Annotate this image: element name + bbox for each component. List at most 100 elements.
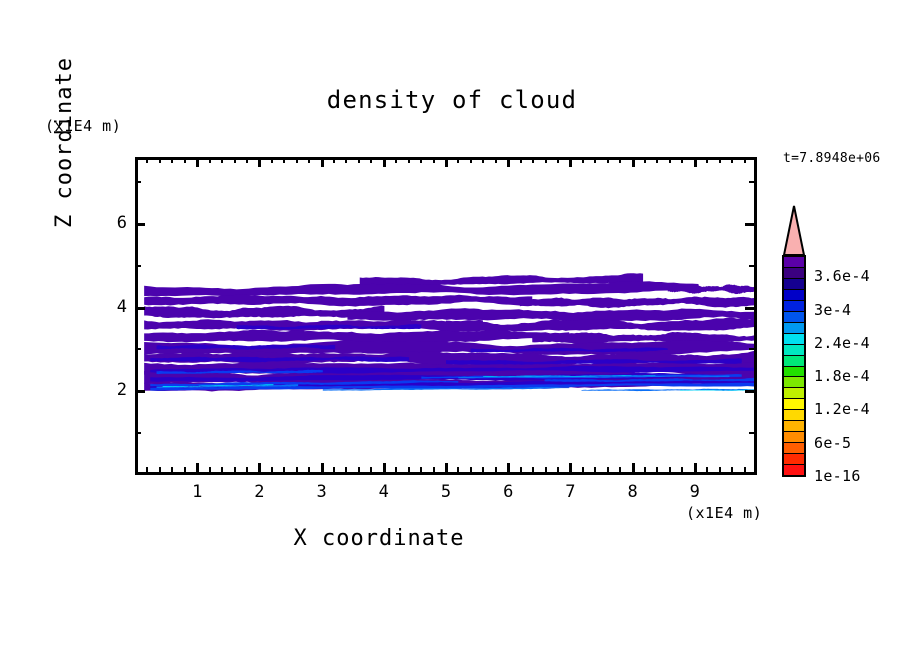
- contour-band: [156, 344, 336, 350]
- axis-tick: [196, 463, 200, 472]
- axis-tick: [519, 158, 522, 163]
- axis-tick: [295, 158, 298, 163]
- axis-tick: [146, 158, 149, 163]
- axis-tick: [333, 467, 336, 472]
- contour-band: [519, 296, 754, 309]
- axis-tick: [270, 467, 273, 472]
- colorbar-segment: [784, 465, 804, 476]
- timestamp-annotation: t=7.8948e+06: [783, 151, 881, 166]
- colorbar: [782, 205, 806, 477]
- axis-tick: [745, 222, 754, 226]
- contour-canvas: [138, 160, 754, 472]
- axis-tick: [681, 467, 684, 472]
- axis-tick: [606, 467, 609, 472]
- colorbar-tick-label: 1.8e-4: [814, 367, 870, 386]
- axis-tick: [706, 158, 709, 163]
- colorbar-segment: [784, 388, 804, 400]
- axis-tick: [743, 467, 746, 472]
- axis-tick: [382, 463, 386, 472]
- axis-tick: [245, 467, 248, 472]
- axis-tick: [668, 467, 671, 472]
- axis-tick: [370, 467, 373, 472]
- x-axis-title: X coordinate: [293, 526, 465, 551]
- x-tick-label: 9: [689, 482, 700, 502]
- contour-band: [156, 369, 323, 375]
- axis-tick: [407, 467, 410, 472]
- axis-tick: [183, 467, 186, 472]
- axis-tick: [594, 158, 597, 163]
- axis-tick: [345, 467, 348, 472]
- contour-band: [446, 358, 742, 365]
- axis-tick: [221, 467, 224, 472]
- contour-band: [322, 386, 570, 391]
- axis-tick: [469, 158, 472, 163]
- axis-tick: [320, 463, 324, 472]
- axis-tick: [482, 467, 485, 472]
- axis-tick: [494, 158, 497, 163]
- axis-tick: [382, 158, 386, 167]
- axis-tick: [333, 158, 336, 163]
- axis-tick: [656, 467, 659, 472]
- contour-band: [150, 380, 459, 387]
- contour-band: [667, 284, 754, 295]
- axis-tick: [507, 158, 511, 167]
- axis-tick: [420, 158, 423, 163]
- axis-tick: [221, 158, 224, 163]
- axis-tick: [258, 158, 262, 167]
- x-tick-label: 2: [254, 482, 265, 502]
- axis-tick: [136, 306, 145, 310]
- axis-tick: [158, 158, 161, 163]
- y-tick-label: 2: [116, 380, 127, 401]
- axis-tick: [283, 467, 286, 472]
- axis-tick: [357, 467, 360, 472]
- axis-tick: [370, 158, 373, 163]
- contour-band: [156, 384, 299, 389]
- axis-tick: [644, 158, 647, 163]
- axis-tick: [233, 158, 236, 163]
- colorbar-segment: [784, 322, 804, 334]
- axis-tick: [606, 158, 609, 163]
- axis-tick: [136, 390, 145, 394]
- contour-band: [144, 305, 385, 320]
- colorbar-segment: [784, 289, 804, 301]
- colorbar-tick-label: 1.2e-4: [814, 400, 870, 419]
- axis-tick: [270, 158, 273, 163]
- axis-tick: [320, 158, 324, 167]
- axis-tick: [644, 467, 647, 472]
- x-tick-label: 6: [503, 482, 514, 502]
- axis-tick: [233, 467, 236, 472]
- colorbar-segment: [784, 344, 804, 356]
- axis-tick: [745, 306, 754, 310]
- colorbar-segment: [784, 399, 804, 411]
- axis-tick: [581, 158, 584, 163]
- contour-band: [162, 384, 274, 388]
- contour-band: [581, 388, 754, 392]
- contour-band: [347, 308, 754, 322]
- axis-tick: [743, 158, 746, 163]
- axis-tick: [136, 348, 141, 351]
- contour-band: [144, 329, 570, 344]
- axis-tick: [208, 158, 211, 163]
- axis-tick: [345, 158, 348, 163]
- axis-tick: [136, 432, 141, 435]
- colorbar-segment: [784, 432, 804, 444]
- axis-tick: [581, 467, 584, 472]
- axis-tick: [258, 463, 262, 472]
- colorbar-segment: [784, 278, 804, 290]
- axis-tick: [445, 158, 448, 167]
- axis-tick: [196, 158, 200, 167]
- x-tick-label: 7: [565, 482, 576, 502]
- colorbar-segment: [784, 366, 804, 378]
- contour-band: [144, 280, 699, 297]
- contour-band: [446, 317, 754, 333]
- colorbar-tick-label: 3.6e-4: [814, 267, 870, 286]
- colorbar-segment: [784, 267, 804, 279]
- x-tick-label: 5: [440, 482, 452, 502]
- axis-tick: [668, 158, 671, 163]
- colorbar-segment: [784, 410, 804, 422]
- axis-tick: [171, 158, 174, 163]
- axis-tick: [532, 158, 535, 163]
- contour-band: [544, 377, 754, 383]
- axis-tick: [420, 467, 423, 472]
